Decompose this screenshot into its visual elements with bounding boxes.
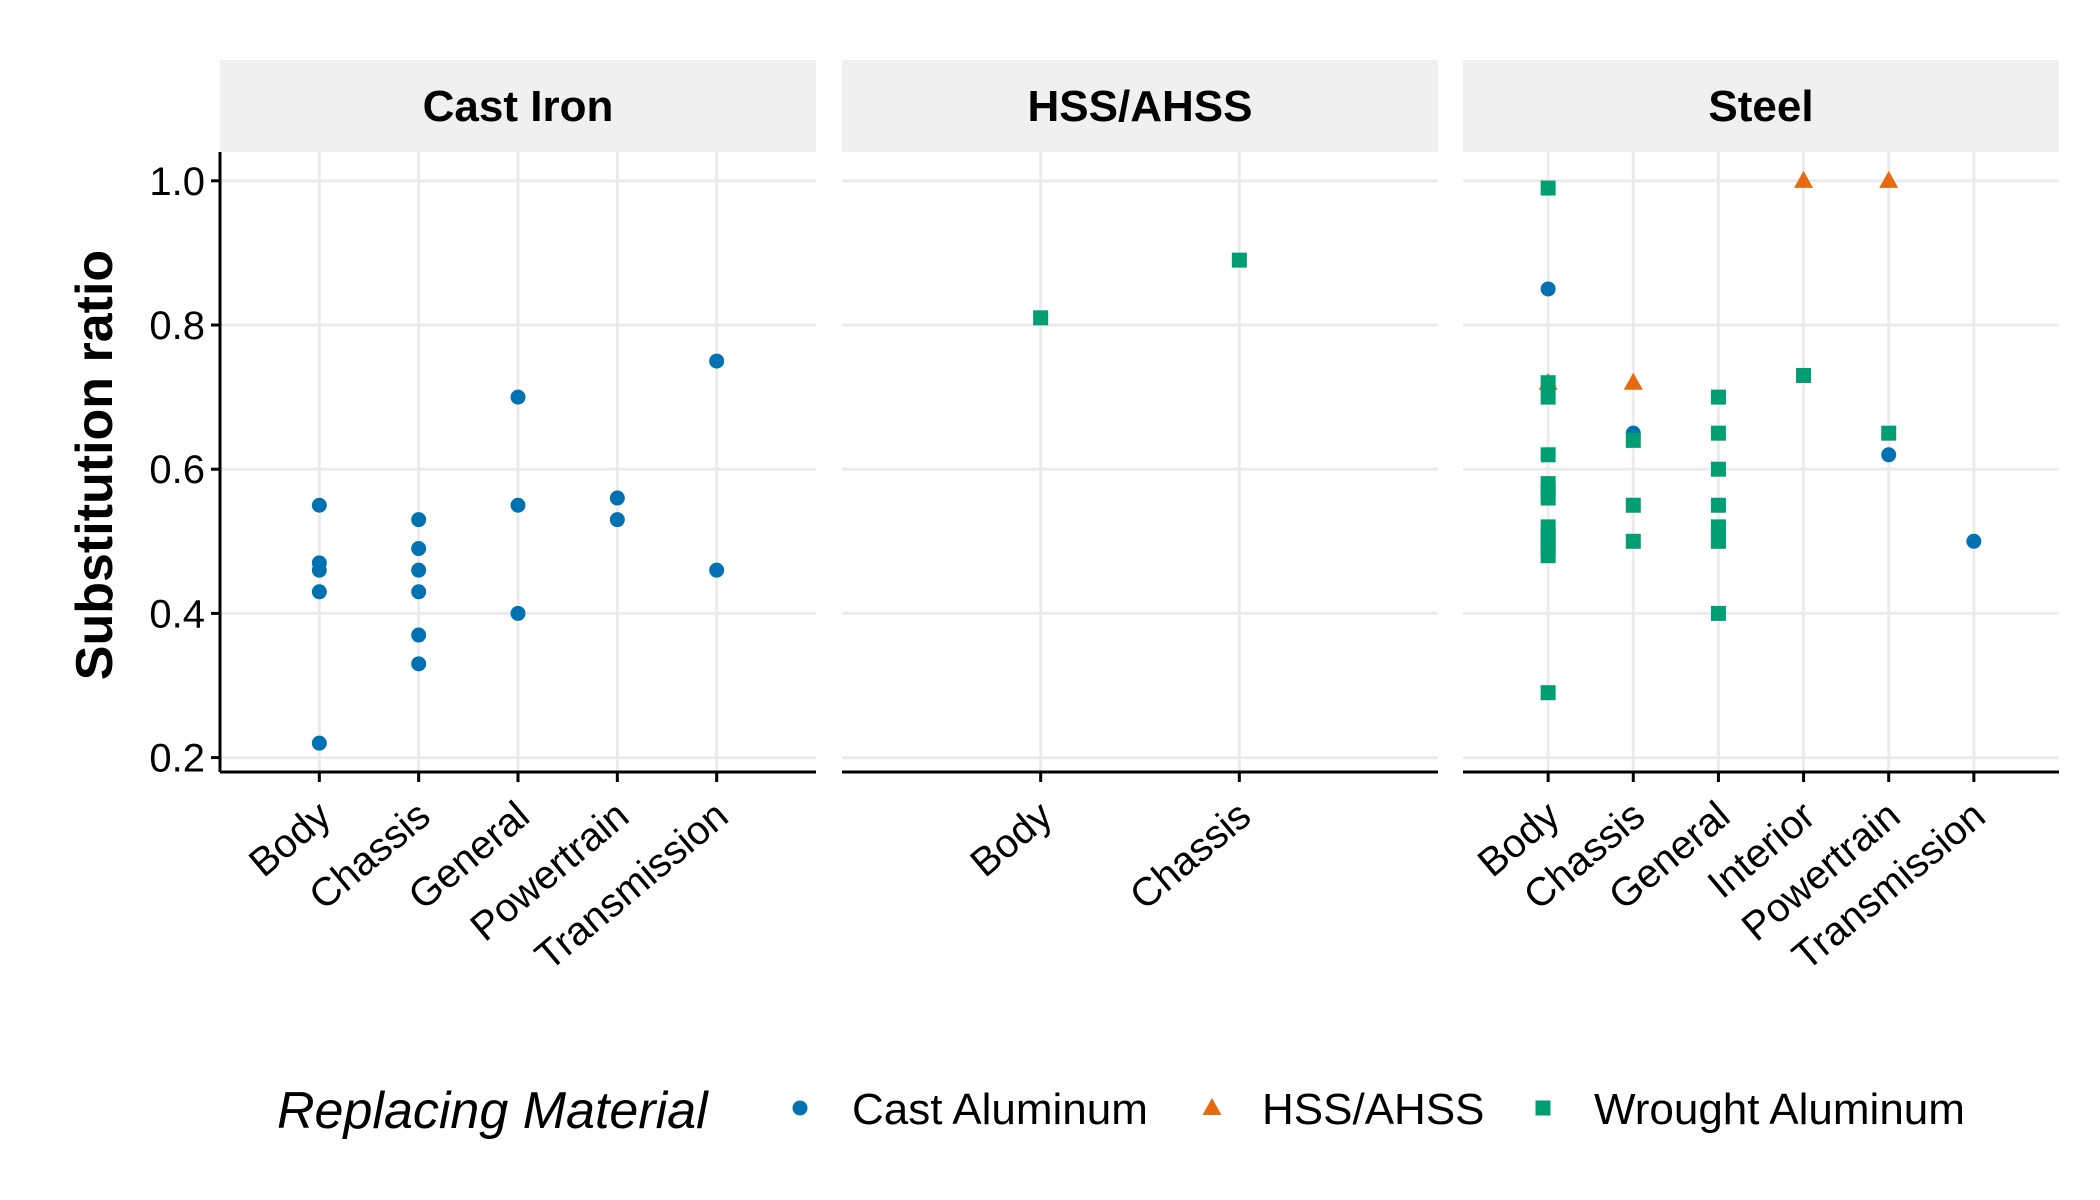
legend: Replacing Material Cast Aluminum HSS/AHSS… — [277, 1082, 1965, 1140]
data-point-wrought-aluminum — [1710, 389, 1726, 405]
data-point-cast-aluminum — [709, 562, 725, 578]
data-point-cast-aluminum — [311, 735, 327, 751]
data-point-cast-aluminum — [411, 541, 427, 557]
data-point-wrought-aluminum — [1710, 497, 1726, 513]
facet-title: HSS/AHSS — [1028, 82, 1253, 131]
facet-panel-cast-iron: Cast Iron0.20.40.60.81.0BodyChassisGener… — [149, 60, 816, 979]
data-point-cast-aluminum — [1966, 533, 1982, 549]
data-point-wrought-aluminum — [1231, 252, 1247, 268]
facet-title: Cast Iron — [423, 82, 614, 131]
data-point-cast-aluminum — [709, 353, 725, 369]
data-point-cast-aluminum — [311, 562, 327, 578]
data-point-wrought-aluminum — [1540, 685, 1556, 701]
data-point-cast-aluminum — [510, 389, 526, 405]
data-point-wrought-aluminum — [1710, 425, 1726, 441]
x-tick-label: Body — [962, 793, 1060, 885]
data-point-wrought-aluminum — [1710, 533, 1726, 549]
facet-strip — [842, 60, 1438, 152]
legend-key-wrought-aluminum — [1535, 1100, 1551, 1116]
facet-strip — [220, 60, 816, 152]
y-tick-label: 0.6 — [149, 448, 205, 492]
data-point-wrought-aluminum — [1881, 425, 1897, 441]
data-point-cast-aluminum — [510, 605, 526, 621]
data-point-wrought-aluminum — [1796, 367, 1812, 383]
facet-panel-steel: SteelBodyChassisGeneralInteriorPowertrai… — [1463, 60, 2059, 979]
legend-key-cast-aluminum — [792, 1100, 808, 1116]
facet-panel-hss-ahss: HSS/AHSS Body Chassis — [842, 60, 1438, 918]
data-point-wrought-aluminum — [1710, 461, 1726, 477]
data-point-hss-ahss — [1623, 372, 1643, 390]
data-point-wrought-aluminum — [1710, 605, 1726, 621]
data-point-cast-aluminum — [411, 512, 427, 528]
legend-label: HSS/AHSS — [1262, 1085, 1485, 1134]
y-tick-label: 0.8 — [149, 304, 205, 348]
data-point-wrought-aluminum — [1625, 432, 1641, 448]
data-point-cast-aluminum — [411, 627, 427, 643]
data-point-wrought-aluminum — [1540, 375, 1556, 391]
data-point-cast-aluminum — [510, 497, 526, 513]
data-point-cast-aluminum — [411, 584, 427, 600]
y-tick-label: 0.4 — [149, 592, 205, 636]
data-point-cast-aluminum — [1540, 281, 1556, 297]
data-point-cast-aluminum — [411, 656, 427, 672]
data-point-hss-ahss — [1794, 170, 1814, 188]
x-tick-label: Chassis — [1122, 793, 1259, 918]
data-point-cast-aluminum — [311, 497, 327, 513]
data-point-wrought-aluminum — [1540, 389, 1556, 405]
y-axis-title: Substitution ratio — [66, 250, 124, 680]
data-points — [1538, 170, 1982, 701]
data-point-wrought-aluminum — [1540, 490, 1556, 506]
facet-title: Steel — [1708, 82, 1813, 131]
y-tick-label: 1.0 — [149, 160, 205, 204]
data-point-wrought-aluminum — [1033, 310, 1049, 326]
legend-key-hss-ahss — [1202, 1098, 1222, 1115]
facet-strip — [1463, 60, 2059, 152]
data-point-wrought-aluminum — [1540, 447, 1556, 463]
data-points — [311, 353, 725, 751]
data-point-cast-aluminum — [609, 490, 625, 506]
data-point-wrought-aluminum — [1540, 180, 1556, 196]
data-point-cast-aluminum — [609, 512, 625, 528]
data-point-cast-aluminum — [311, 584, 327, 600]
data-point-cast-aluminum — [1881, 447, 1897, 463]
data-point-wrought-aluminum — [1540, 548, 1556, 564]
data-point-wrought-aluminum — [1625, 533, 1641, 549]
legend-label: Cast Aluminum — [852, 1085, 1148, 1134]
data-point-wrought-aluminum — [1625, 497, 1641, 513]
legend-title: Replacing Material — [277, 1082, 709, 1140]
data-points — [1033, 252, 1247, 326]
facet-panels: Cast Iron0.20.40.60.81.0BodyChassisGener… — [149, 60, 2059, 979]
y-tick-label: 0.2 — [149, 737, 205, 781]
legend-label: Wrought Aluminum — [1594, 1085, 1965, 1134]
data-point-hss-ahss — [1879, 170, 1899, 188]
data-point-cast-aluminum — [411, 562, 427, 578]
